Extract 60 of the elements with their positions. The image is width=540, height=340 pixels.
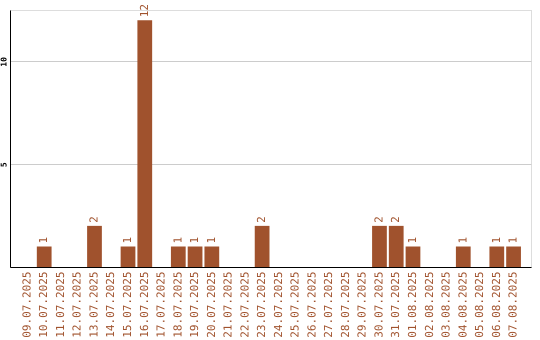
- x-tick-label: 21.07.2025: [222, 272, 235, 338]
- data-label: 1: [171, 236, 184, 244]
- data-label: 1: [188, 236, 202, 244]
- bar: [204, 246, 220, 267]
- x-tick-label: 24.07.2025: [272, 272, 285, 338]
- x-tick-label: 04.08.2025: [456, 272, 470, 338]
- bar: [254, 226, 270, 267]
- x-tick-label: 28.07.2025: [338, 272, 352, 338]
- bar: [137, 20, 152, 267]
- bar: [188, 246, 202, 267]
- bar: [372, 226, 387, 267]
- bar: [406, 246, 420, 267]
- x-tick-label: 07.08.2025: [506, 272, 520, 338]
- x-tick-label: 15.07.2025: [121, 272, 134, 338]
- bar: [36, 246, 52, 267]
- x-tick-label: 11.07.2025: [54, 272, 67, 338]
- x-tick-label: 27.07.2025: [322, 272, 336, 338]
- data-label: 1: [490, 236, 503, 244]
- data-label: 1: [121, 236, 134, 244]
- bar: [506, 246, 521, 267]
- bar: [170, 246, 186, 267]
- x-tick-label: 02.08.2025: [422, 272, 436, 338]
- bar: [456, 246, 471, 267]
- x-tick-label: 03.08.2025: [440, 272, 453, 338]
- x-tick-label: 09.07.2025: [20, 272, 34, 338]
- x-tick-label: 25.07.2025: [288, 272, 302, 338]
- y-tick-label: 5: [0, 162, 8, 168]
- data-label: 12: [138, 4, 151, 18]
- data-label: 1: [37, 236, 50, 244]
- x-tick-label: 30.07.2025: [372, 272, 386, 338]
- x-tick-label: 17.07.2025: [154, 272, 168, 338]
- x-tick-label: 16.07.2025: [138, 272, 151, 338]
- x-tick-label: 10.07.2025: [37, 272, 50, 338]
- x-tick-label: 31.07.2025: [389, 272, 402, 338]
- x-tick-label: 01.08.2025: [406, 272, 419, 338]
- y-tick-label: 10: [0, 56, 8, 67]
- x-tick-label: 06.08.2025: [490, 272, 503, 338]
- x-tick-label: 22.07.2025: [238, 272, 252, 338]
- x-tick-label: 23.07.2025: [255, 272, 268, 338]
- data-label: 2: [87, 216, 100, 223]
- data-label: 2: [389, 216, 402, 223]
- data-label: 2: [372, 216, 386, 223]
- x-tick-label: 18.07.2025: [171, 272, 184, 338]
- x-tick-label: 20.07.2025: [204, 272, 218, 338]
- bar: [388, 226, 404, 267]
- x-tick-label: 29.07.2025: [356, 272, 369, 338]
- data-label: 1: [406, 236, 419, 244]
- x-tick-label: 05.08.2025: [473, 272, 486, 338]
- bar: [489, 246, 504, 267]
- x-tick-label: 13.07.2025: [87, 272, 100, 338]
- x-tick-label: 26.07.2025: [305, 272, 318, 338]
- bar: [87, 226, 102, 267]
- data-label: 1: [506, 236, 520, 244]
- x-tick-label: 12.07.2025: [70, 272, 84, 338]
- x-tick-label: 19.07.2025: [188, 272, 202, 338]
- data-label: 1: [456, 236, 470, 244]
- data-label: 1: [204, 236, 218, 244]
- bar: [120, 246, 136, 267]
- data-label: 2: [255, 216, 268, 223]
- x-tick-label: 14.07.2025: [104, 272, 118, 338]
